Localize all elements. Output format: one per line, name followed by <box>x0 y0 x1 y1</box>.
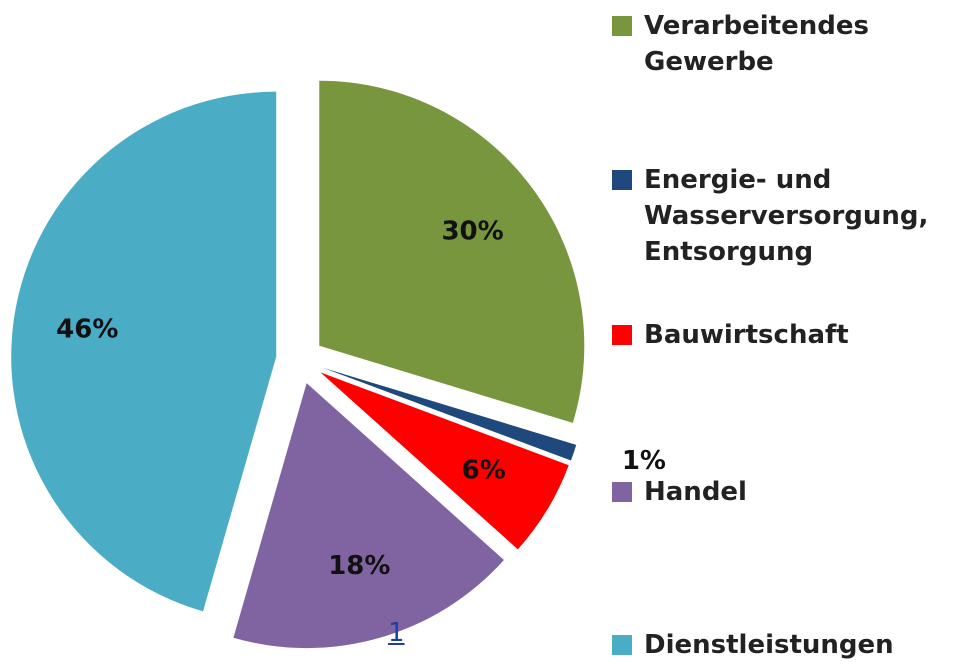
legend-label: Handel <box>644 477 747 507</box>
legend-label: Energie- und Wasserversorgung, Entsorgun… <box>644 165 929 267</box>
legend-item: Dienstleistungen <box>612 627 942 663</box>
legend-label: Dienstleistungen <box>644 630 894 660</box>
pie-slice <box>11 91 277 612</box>
legend-item: Handel <box>612 474 942 510</box>
legend-item: Bauwirtschaft <box>612 317 942 353</box>
data-label: 6% <box>462 456 506 486</box>
legend-item: Verarbeitendes Gewerbe <box>612 8 942 80</box>
legend-swatch <box>612 325 632 345</box>
legend-item: Energie- und Wasserversorgung, Entsorgun… <box>612 162 942 270</box>
legend-swatch <box>612 170 632 190</box>
legend-swatch <box>612 482 632 502</box>
pie-slice <box>233 383 504 649</box>
legend-swatch <box>612 16 632 36</box>
data-label: 46% <box>56 315 118 345</box>
pie-slice <box>320 372 569 550</box>
data-label: 30% <box>441 217 503 247</box>
data-label: 1% <box>622 446 666 476</box>
data-label: 18% <box>328 551 390 581</box>
pie-slice <box>322 367 577 461</box>
legend-swatch <box>612 635 632 655</box>
pie-slice <box>319 80 585 423</box>
link[interactable]: 1 <box>388 618 405 648</box>
legend-label: Bauwirtschaft <box>644 320 849 350</box>
legend-label: Verarbeitendes Gewerbe <box>644 11 869 77</box>
